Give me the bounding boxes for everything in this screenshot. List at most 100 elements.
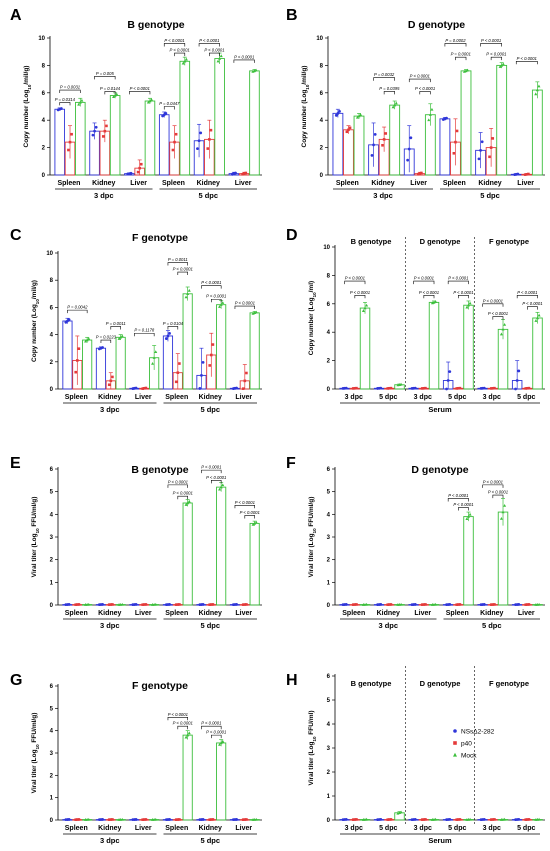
data-point [491,818,495,821]
p-value-label: P = 0.0011 [168,257,188,262]
group-label: Serum [428,405,452,414]
data-point [208,818,212,821]
data-point [144,386,148,390]
data-point [427,118,431,122]
data-point [480,140,484,144]
significance-bracket [234,504,255,509]
y-axis-label: Viral titer (Log10 FFU/ml/g) [308,497,317,578]
y-tick-label: 4 [42,118,46,124]
p-value-label: P < 0.0001 [345,276,365,281]
significance-bracket [67,309,88,314]
data-point [489,818,493,821]
data-point [455,129,459,133]
data-point [457,386,460,390]
category-label: Kidney [197,180,220,187]
p-value-label: P < 0.0001 [168,479,188,484]
data-point [129,171,133,175]
bar-mock [531,89,543,176]
data-point [218,487,222,491]
y-tick-label: 5 [50,706,54,712]
y-axis-label: Copy number (Log10/ml) [308,281,317,355]
data-point [187,288,191,292]
y-tick-label: 1 [50,580,54,586]
significance-bracket [527,306,538,310]
category-label: 5 dpc [517,825,535,832]
data-point [136,170,140,174]
data-point [245,603,248,606]
category-label: Kidney [480,610,503,617]
data-point [134,818,138,821]
data-point [365,303,369,307]
panel-letter: F [286,455,296,472]
bar-mock [463,516,474,606]
panel-g: G F genotype 0 1 2 3 4 5 6 Viral titer (Log10 FFU… [10,672,262,845]
p-value-label: P = 0.0314 [55,97,76,102]
data-point [379,818,383,821]
significance-bracket [408,78,431,83]
y-tick-label: 6 [327,467,331,473]
data-point [168,818,171,821]
category-label: Liver [135,610,152,617]
panel-letter: H [286,672,298,689]
category-label: Kidney [199,825,222,832]
data-point [348,126,352,130]
data-point [525,173,529,176]
category-label: Kidney [199,394,222,401]
legend-marker-mock [453,752,457,757]
data-point [527,603,531,606]
y-tick-label: 4 [50,729,54,735]
data-point [418,172,422,175]
y-tick-label: 2 [320,146,324,152]
y-tick-label: 0 [327,387,331,393]
bar-mock [216,486,227,606]
category-label: Liver [235,394,252,401]
data-point [176,818,180,821]
data-point [59,107,63,110]
bar-mock [460,70,472,176]
data-point [370,153,374,157]
category-label: Liver [135,825,152,832]
category-label: Kidney [98,825,121,832]
y-tick-label: 3 [327,535,331,541]
panel-title: D genotype [411,464,468,476]
data-point [448,603,452,606]
y-tick-label: 8 [50,278,54,284]
data-point [420,387,424,390]
y-tick-label: 10 [38,36,45,42]
data-point [468,512,472,516]
significance-bracket [201,725,222,730]
data-point [345,130,349,134]
data-point [389,603,393,606]
data-point [388,603,391,606]
data-point [514,387,517,391]
significance-bracket [163,106,175,110]
data-point [468,817,472,821]
y-tick-label: 6 [320,91,324,97]
panel-letter: B [286,7,298,24]
p-value-label: P < 0.0001 [235,301,255,306]
significance-bracket [354,294,366,299]
data-point [76,359,79,362]
category-label: Liver [414,610,431,617]
data-point [218,305,222,308]
significance-bracket [515,60,538,65]
y-tick-label: 2 [327,359,331,365]
panel-c: C F genotype 0 2 4 6 8 10 Copy number (Log10/mil… [10,227,262,414]
significance-bracket [110,326,121,330]
significance-bracket [447,498,469,502]
data-point [119,335,123,339]
data-point [388,386,391,390]
data-point [434,602,438,606]
p-value-label: P = 0.0447 [159,101,180,106]
data-point [501,327,505,331]
category-label: 3 dpc [483,394,501,401]
data-point [493,386,496,390]
bar-mock [109,95,121,176]
data-point [111,375,114,379]
data-point [424,818,427,821]
p-value-label: P < 0.0001 [483,298,503,303]
data-point [355,818,358,821]
data-point [351,603,355,606]
data-point [251,522,255,526]
y-tick-label: 6 [42,91,46,97]
